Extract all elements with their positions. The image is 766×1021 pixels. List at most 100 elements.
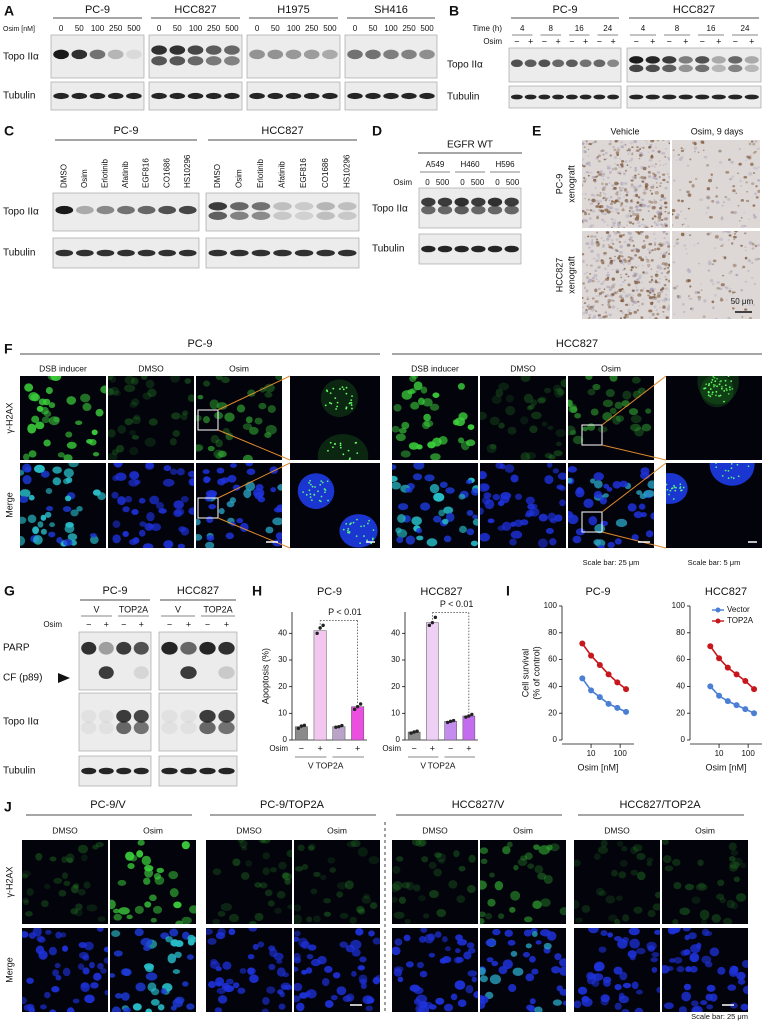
nucleus (339, 912, 349, 919)
nucleus (480, 975, 488, 983)
nucleus (658, 175, 661, 178)
nucleus (620, 163, 624, 166)
nucleus (575, 528, 586, 536)
nucleus (629, 166, 632, 169)
nucleus (635, 247, 639, 251)
nucleus (196, 533, 203, 541)
band (187, 92, 204, 100)
nucleus (140, 937, 153, 947)
nucleus (582, 426, 588, 432)
nucleus (611, 184, 615, 187)
nucleus (480, 507, 484, 515)
nucleus (555, 441, 562, 447)
nucleus (663, 201, 668, 205)
nucleus (583, 177, 586, 179)
nucleus (339, 514, 378, 548)
nucleus (108, 429, 116, 438)
nucleus (168, 870, 179, 880)
nucleus (622, 936, 629, 944)
nucleus (22, 931, 29, 938)
nucleus (75, 903, 83, 911)
nucleus (150, 998, 160, 1006)
nucleus (324, 1000, 334, 1008)
nucleus (686, 190, 690, 194)
nucleus (653, 199, 656, 202)
nucleus (707, 260, 712, 264)
label: 50 μm (731, 297, 754, 306)
nucleus (605, 158, 608, 160)
focus (319, 483, 322, 486)
nucleus (588, 516, 598, 526)
band (249, 92, 265, 100)
nucleus (740, 289, 744, 292)
nucleus (20, 469, 25, 476)
axis-label: Osim (382, 744, 401, 753)
nucleus (278, 861, 287, 870)
nucleus (129, 471, 140, 480)
nucleus (533, 844, 540, 851)
nucleus (592, 304, 596, 307)
nucleus (684, 218, 687, 220)
nucleus (686, 268, 691, 272)
band (662, 56, 677, 64)
nucleus (77, 963, 85, 970)
nucleus (173, 901, 182, 909)
nucleus (416, 527, 423, 534)
nucleus (688, 234, 692, 237)
focus (330, 460, 332, 462)
nucleus (719, 237, 724, 241)
nucleus (635, 266, 638, 269)
focus (332, 387, 335, 390)
band (337, 211, 357, 220)
nucleus (677, 238, 679, 240)
nucleus (678, 1006, 687, 1012)
nucleus (418, 895, 426, 902)
nucleus (174, 940, 184, 948)
nucleus (748, 241, 753, 245)
nucleus (294, 866, 304, 872)
nucleus (40, 514, 47, 521)
nucleus (109, 376, 116, 383)
label: Tubulin (372, 244, 404, 255)
label: H1975 (277, 4, 309, 16)
nucleus (702, 149, 705, 151)
focus (366, 539, 369, 542)
nucleus (273, 952, 284, 961)
nucleus (624, 144, 627, 146)
nucleus (617, 200, 621, 203)
band (678, 94, 693, 100)
nucleus (305, 967, 313, 974)
nucleus (585, 309, 588, 312)
nucleus (458, 493, 466, 500)
nucleus (611, 223, 616, 228)
nucleus (203, 380, 211, 387)
nucleus (225, 432, 234, 441)
nucleus (728, 234, 731, 237)
nucleus (584, 197, 586, 200)
nucleus (622, 263, 625, 266)
nucleus (651, 164, 654, 168)
nucleus (247, 967, 256, 975)
nucleus (144, 865, 154, 872)
replicate-dot (448, 719, 453, 724)
nucleus (585, 140, 588, 143)
nucleus (594, 180, 597, 184)
micrograph (196, 376, 282, 460)
nucleus (593, 472, 604, 481)
bar (351, 706, 365, 741)
nucleus (659, 212, 663, 216)
nucleus (633, 300, 638, 305)
replicate-dot (415, 729, 419, 733)
label: SH416 (374, 4, 408, 16)
nucleus (20, 536, 26, 546)
nucleus (254, 882, 262, 888)
replicate-dot (318, 626, 322, 630)
nucleus (401, 881, 411, 889)
nucleus (631, 146, 634, 149)
nucleus (732, 235, 737, 239)
nucleus (162, 478, 175, 487)
nucleus (242, 423, 253, 431)
nucleus (252, 943, 259, 950)
nucleus (216, 467, 225, 474)
nucleus (294, 982, 303, 992)
